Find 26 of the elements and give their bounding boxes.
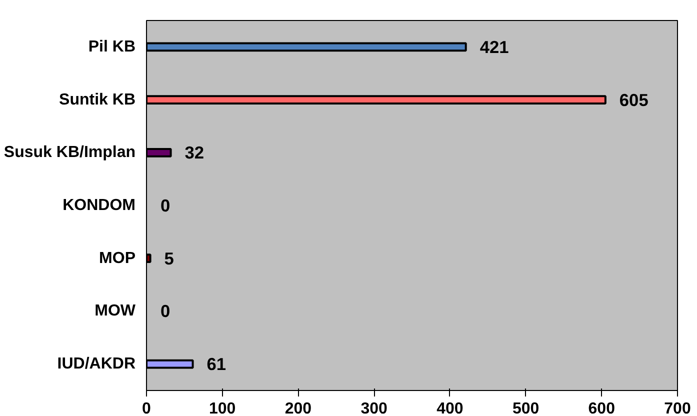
data-label: 421	[480, 36, 510, 57]
x-tick-label: 200	[284, 400, 312, 416]
bar	[146, 42, 467, 52]
data-label: 5	[164, 248, 174, 268]
x-tick-label: 400	[436, 400, 464, 416]
y-tick-label: MOP	[99, 250, 136, 267]
x-tick-label: 600	[588, 400, 616, 416]
x-tick-label: 700	[664, 400, 691, 416]
y-tick-label: IUD/AKDR	[57, 356, 136, 373]
y-tick-label: Pil KB	[88, 38, 136, 56]
x-tick-label: 0	[142, 400, 152, 416]
y-tick-label: Susuk KB/Implan	[4, 144, 136, 162]
x-tick-label: 100	[209, 400, 236, 416]
y-tick-label: Suntik KB	[59, 91, 136, 108]
data-label: 0	[160, 196, 170, 216]
x-tick-label: 300	[360, 400, 388, 416]
x-tick-label: 500	[512, 400, 540, 416]
y-tick-label: KONDOM	[62, 197, 136, 214]
y-tick-label: MOW	[94, 302, 136, 320]
data-label: 605	[619, 90, 649, 110]
data-label: 0	[160, 301, 170, 322]
bar	[146, 148, 172, 158]
data-label: 32	[184, 142, 204, 163]
bar	[146, 95, 606, 104]
data-label: 61	[206, 354, 226, 374]
bar	[146, 359, 194, 369]
